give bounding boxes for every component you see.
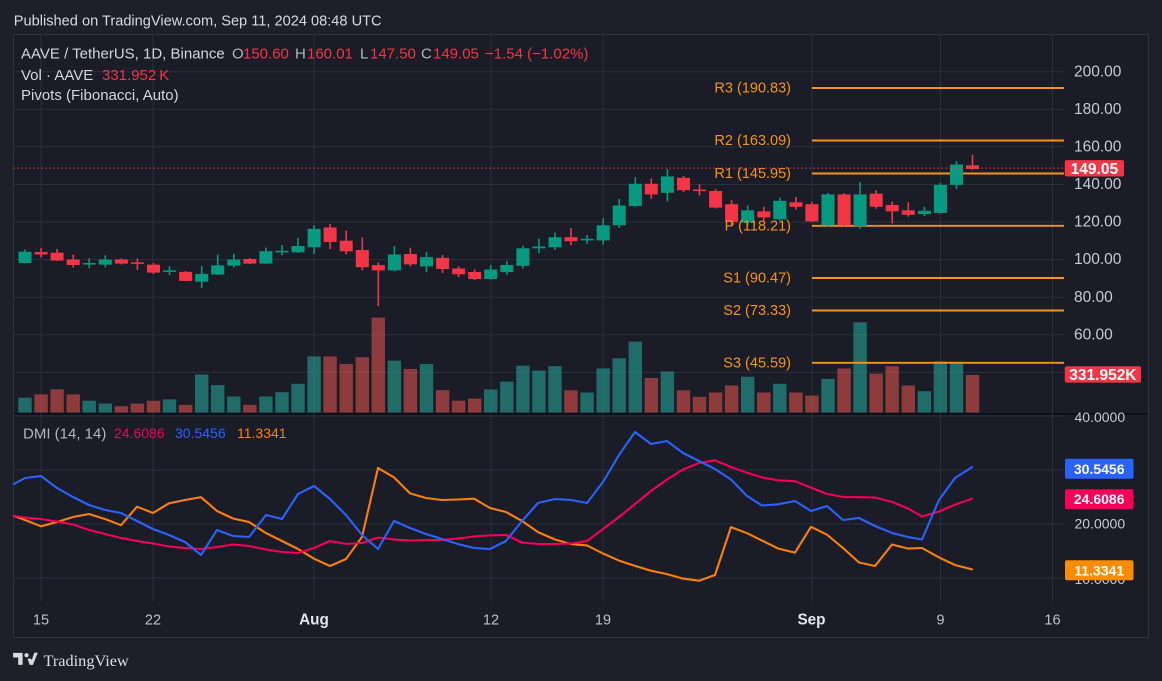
svg-text:180.00: 180.00: [1074, 101, 1122, 118]
svg-text:S3 (45.59): S3 (45.59): [723, 356, 791, 372]
svg-text:30.5456: 30.5456: [1074, 461, 1125, 477]
svg-text:19: 19: [595, 613, 611, 629]
svg-text:Aug: Aug: [299, 612, 329, 629]
svg-text:9: 9: [936, 613, 944, 629]
svg-text:22: 22: [145, 613, 161, 629]
svg-text:149.05: 149.05: [1071, 161, 1119, 178]
svg-text:140.00: 140.00: [1074, 176, 1122, 193]
svg-text:P (118.21): P (118.21): [725, 219, 791, 235]
svg-text:16: 16: [1044, 613, 1060, 629]
svg-text:20.0000: 20.0000: [1075, 515, 1126, 531]
svg-text:DMI (14, 14): DMI (14, 14): [23, 425, 106, 442]
svg-text:Published on TradingView.com,: Published on TradingView.com, Sep 11, 20…: [14, 13, 382, 29]
svg-text:R2 (163.09): R2 (163.09): [714, 133, 791, 149]
svg-text:40.0000: 40.0000: [1075, 409, 1126, 425]
svg-text:80.00: 80.00: [1074, 289, 1113, 306]
svg-text:Pivots (Fibonacci, Auto): Pivots (Fibonacci, Auto): [21, 87, 179, 104]
svg-text:TradingView: TradingView: [44, 651, 129, 670]
svg-text:11.3341: 11.3341: [1074, 562, 1124, 578]
svg-text:R3 (190.83): R3 (190.83): [714, 81, 791, 97]
svg-text:S2 (73.33): S2 (73.33): [723, 303, 791, 319]
svg-text:60.00: 60.00: [1074, 326, 1113, 343]
svg-text:R1 (145.95): R1 (145.95): [714, 166, 791, 182]
svg-text:120.00: 120.00: [1074, 214, 1122, 231]
svg-text:24.6086: 24.6086: [1074, 491, 1125, 507]
svg-text:15: 15: [33, 613, 49, 629]
svg-text:160.00: 160.00: [1074, 139, 1122, 156]
svg-text:100.00: 100.00: [1074, 251, 1122, 268]
svg-text:331.952K: 331.952K: [1069, 367, 1137, 384]
svg-text:Sep: Sep: [797, 612, 825, 629]
svg-text:200.00: 200.00: [1074, 63, 1122, 80]
svg-text:12: 12: [483, 613, 499, 629]
svg-text:S1 (90.47): S1 (90.47): [723, 271, 791, 287]
